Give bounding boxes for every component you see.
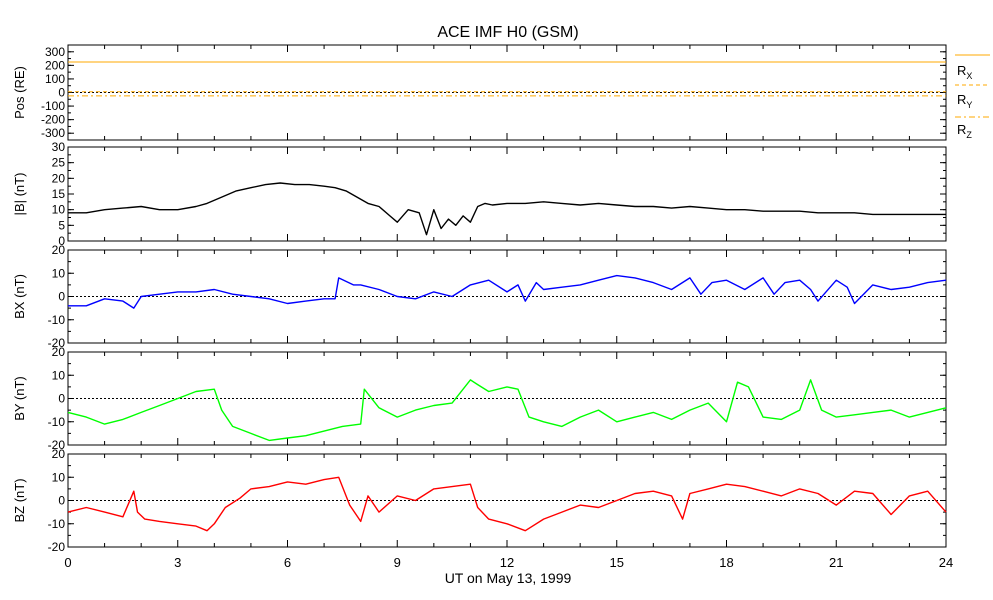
y-tick-label: 0 xyxy=(58,290,65,304)
x-axis-label: UT on May 13, 1999 xyxy=(445,570,572,586)
legend-label-main: R xyxy=(957,92,966,107)
x-tick-label: 12 xyxy=(500,555,514,570)
y-tick-label: 0 xyxy=(58,86,65,100)
series-line-bz xyxy=(67,476,947,532)
y-tick-label: -10 xyxy=(48,517,66,531)
chart-title: ACE IMF H0 (GSM) xyxy=(437,24,578,41)
x-tick-label: 21 xyxy=(829,555,843,570)
series-line-bt xyxy=(68,182,946,236)
x-tick-label: 24 xyxy=(939,555,953,570)
panel-frame-by xyxy=(67,351,947,446)
y-tick-label: -10 xyxy=(48,415,66,429)
legend-label-y: RY xyxy=(957,92,972,110)
y-axis-label-bx: BX (nT) xyxy=(12,274,27,319)
panel-bz: -20 -10 0 10 20 BZ (nT) xyxy=(12,447,947,554)
x-tick-label: 6 xyxy=(284,555,291,570)
y-tick-label: 20 xyxy=(52,447,66,461)
y-tick-label: 10 xyxy=(52,470,66,484)
panel-frame-bt xyxy=(67,146,947,242)
x-tick-label: 18 xyxy=(719,555,733,570)
y-tick-label: 0 xyxy=(58,392,65,406)
y-tick-label: -20 xyxy=(48,336,66,350)
x-tick-label: 9 xyxy=(394,555,401,570)
y-tick-label: 10 xyxy=(52,266,66,280)
y-tick-label: 10 xyxy=(52,203,66,217)
y-axis-label-by: BY (nT) xyxy=(12,376,27,421)
y-tick-label: 200 xyxy=(45,58,65,72)
series-line-by xyxy=(67,379,947,442)
panel-by: -20 -10 0 10 20 BY (nT) xyxy=(12,345,947,452)
y-tick-label: 20 xyxy=(52,171,66,185)
y-tick-label: 20 xyxy=(52,345,66,359)
y-tick-label: -10 xyxy=(48,313,66,327)
legend-label-x: RX xyxy=(957,63,972,81)
y-tick-label: -20 xyxy=(48,540,66,554)
y-tick-label: 300 xyxy=(45,45,65,59)
y-tick-label: -200 xyxy=(41,113,65,127)
y-tick-label: 25 xyxy=(52,156,66,170)
y-tick-label: 30 xyxy=(52,140,66,154)
y-tick-label: 5 xyxy=(58,218,65,232)
y-axis-label-bt: |B| (nT) xyxy=(12,173,27,216)
legend-label-subscript: Y xyxy=(966,100,972,110)
panel-bx: -20 -10 0 10 20 BX (nT) xyxy=(12,243,947,350)
legend-label-subscript: X xyxy=(966,71,972,81)
y-tick-label: -300 xyxy=(41,126,65,140)
y-axis-label-pos: Pos (RE) xyxy=(12,66,27,119)
x-tick-label: 15 xyxy=(610,555,624,570)
panel-frame-bz xyxy=(67,453,947,548)
legend-label-main: R xyxy=(957,122,966,137)
y-axis-label-bz: BZ (nT) xyxy=(12,478,27,522)
y-tick-label: -100 xyxy=(41,99,65,113)
x-tick-label: 0 xyxy=(64,555,71,570)
legend-label-main: R xyxy=(957,63,966,78)
panel-frame-pos xyxy=(67,44,947,141)
y-tick-label: 10 xyxy=(52,368,66,382)
x-tick-label: 3 xyxy=(174,555,181,570)
series-line-bx xyxy=(68,274,947,309)
y-tick-label: 0 xyxy=(58,234,65,248)
legend-label-z: RZ xyxy=(957,122,972,140)
legend-label-subscript: Z xyxy=(966,130,972,140)
y-tick-label: 20 xyxy=(52,243,66,257)
y-tick-label: 15 xyxy=(52,187,66,201)
y-tick-label: 100 xyxy=(45,72,65,86)
y-tick-label: -20 xyxy=(48,438,66,452)
y-tick-label: 0 xyxy=(58,494,65,508)
